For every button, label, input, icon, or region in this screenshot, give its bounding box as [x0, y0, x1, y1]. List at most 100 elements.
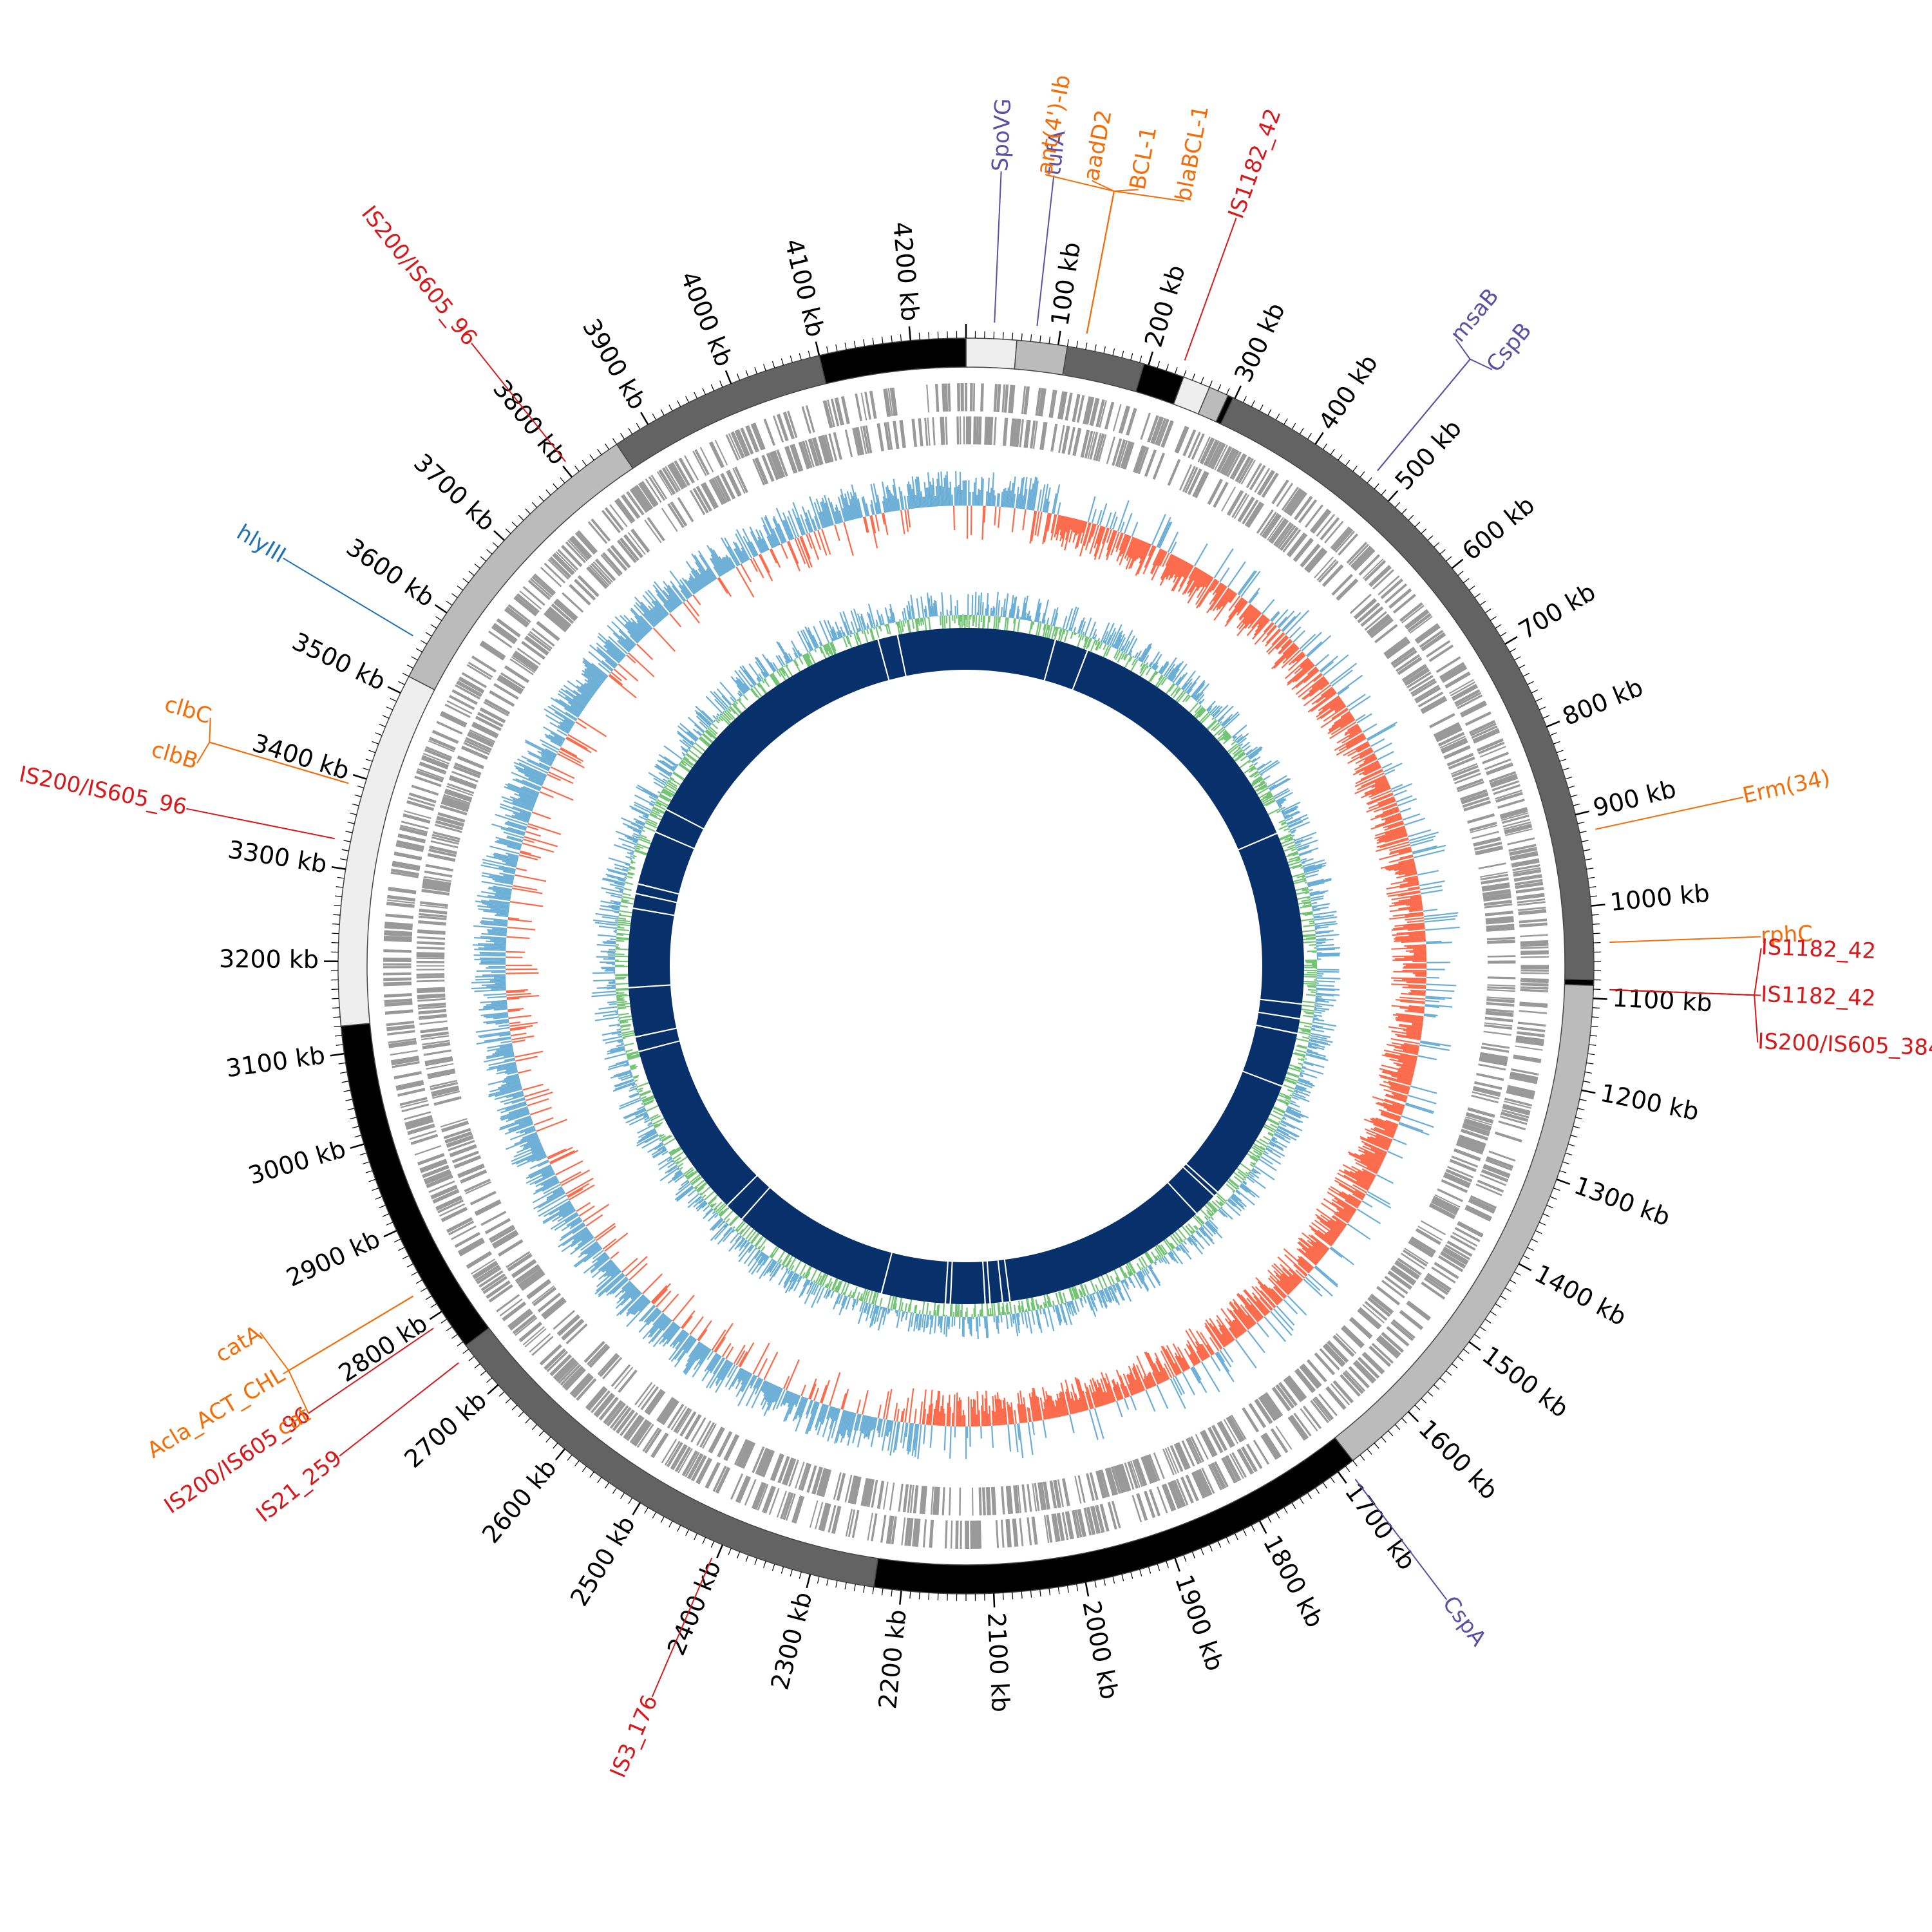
gc-skew-bar — [1320, 708, 1349, 728]
cds-feature — [788, 1459, 799, 1487]
gc-skew-bar — [648, 1318, 670, 1344]
cds-feature — [591, 562, 612, 585]
gc-skew-bar — [513, 806, 532, 815]
gc-skew-bar — [1389, 906, 1423, 913]
cds-feature — [1426, 1273, 1452, 1291]
gc-skew-bar — [1395, 1033, 1421, 1039]
gc-skew-bar — [1394, 938, 1426, 942]
gc-skew-bar — [1065, 517, 1071, 533]
minor-tick — [900, 334, 902, 342]
gc-skew-bar — [945, 475, 948, 506]
gc-skew-bar — [1388, 1081, 1410, 1088]
annotation-leader-line — [1184, 218, 1237, 361]
gc-skew-bar — [1394, 936, 1426, 940]
gc-skew-bar — [1135, 543, 1151, 576]
gc-skew-bar — [541, 1168, 553, 1175]
cds-feature — [416, 946, 445, 950]
cds-feature — [1311, 509, 1332, 534]
gc-skew-bar — [755, 1378, 762, 1389]
gc-skew-bar — [1404, 944, 1426, 947]
cds-feature — [569, 584, 591, 606]
minor-tick — [1085, 342, 1088, 350]
gc-skew-bar — [1244, 609, 1258, 625]
gc-skew-bar — [473, 954, 506, 957]
cds-feature — [855, 426, 864, 455]
gc-skew-bar — [512, 887, 543, 895]
gc-skew-bar — [857, 1415, 866, 1448]
cds-feature — [1050, 423, 1058, 452]
gc-content-bar — [1083, 636, 1088, 648]
gc-skew-bar — [487, 1043, 513, 1049]
minor-tick — [1439, 1378, 1446, 1383]
gc-content-bar — [1300, 1028, 1311, 1032]
cds-feature — [978, 1487, 982, 1516]
gc-content-bar — [1305, 1052, 1326, 1059]
cds-feature — [388, 1039, 417, 1047]
gc-skew-bar — [482, 903, 510, 908]
gc-content-bar — [1267, 775, 1287, 788]
gc-skew-bar — [932, 477, 936, 507]
gc-skew-bar — [550, 740, 562, 748]
gc-skew-bar — [1065, 1391, 1072, 1415]
cds-feature — [429, 845, 457, 853]
gc-content-bar — [1171, 675, 1177, 682]
gc-skew-bar — [572, 1224, 586, 1235]
cds-feature — [1169, 1481, 1181, 1509]
gc-skew-bar — [492, 853, 518, 861]
cds-feature — [1472, 1088, 1501, 1097]
gc-skew-bar — [584, 664, 605, 681]
gc-skew-bar — [792, 1396, 804, 1421]
gc-skew-bar — [764, 1383, 773, 1401]
gc-content-bar — [1316, 943, 1334, 947]
cds-feature — [1181, 1440, 1195, 1467]
cds-feature — [1200, 438, 1215, 464]
gc-skew-bar — [1059, 1393, 1065, 1416]
gc-content-bar — [1316, 941, 1326, 943]
cds-feature — [1440, 737, 1467, 752]
gc-skew-bar — [691, 553, 712, 583]
gc-skew-bar — [1393, 1048, 1418, 1056]
gc-content-bar — [1025, 618, 1027, 621]
gc-skew-bar — [1271, 1288, 1283, 1301]
cds-feature — [1355, 1359, 1377, 1381]
gc-skew-bar — [526, 759, 549, 772]
cds-feature — [616, 539, 637, 564]
cds-feature — [1495, 790, 1522, 800]
gc-skew-bar — [590, 1256, 610, 1273]
gc-skew-bar — [522, 842, 554, 853]
gc-skew-bar — [1322, 654, 1349, 676]
gc-skew-bar — [1412, 845, 1438, 853]
gc-skew-bar — [1374, 828, 1406, 840]
cds-feature — [1406, 1302, 1430, 1321]
minor-tick — [1121, 1574, 1124, 1582]
cds-feature — [644, 1388, 663, 1414]
cds-feature — [497, 676, 523, 694]
cds-feature — [1450, 1235, 1476, 1251]
gc-skew-bar — [511, 1147, 544, 1162]
cds-feature — [446, 785, 473, 797]
cds-feature — [1056, 1513, 1063, 1541]
cds-feature — [1435, 726, 1463, 742]
gc-content-bar — [1305, 1054, 1329, 1061]
gc-skew-bar — [757, 1358, 768, 1378]
cds-feature — [427, 853, 456, 862]
gc-content-bar — [1000, 607, 1003, 617]
major-tick — [1468, 1341, 1481, 1351]
cds-feature — [615, 1409, 634, 1433]
gc-skew-bar — [697, 1320, 712, 1341]
gc-skew-bar — [892, 495, 896, 511]
gc-skew-bar — [1153, 1363, 1164, 1383]
gc-skew-bar — [486, 855, 518, 864]
gc-skew-bar — [1320, 687, 1333, 697]
cds-feature — [717, 1431, 731, 1457]
minor-tick — [660, 409, 665, 416]
cds-feature — [840, 396, 850, 424]
gc-content-bar — [1239, 743, 1244, 747]
cds-feature — [1473, 841, 1502, 851]
cds-feature — [400, 1100, 428, 1108]
gc-skew-bar — [714, 1323, 734, 1352]
gc-skew-bar — [696, 1345, 707, 1361]
gc-skew-bar — [621, 1280, 631, 1290]
gc-skew-bar — [1032, 480, 1039, 511]
gc-skew-bar — [1355, 760, 1379, 773]
